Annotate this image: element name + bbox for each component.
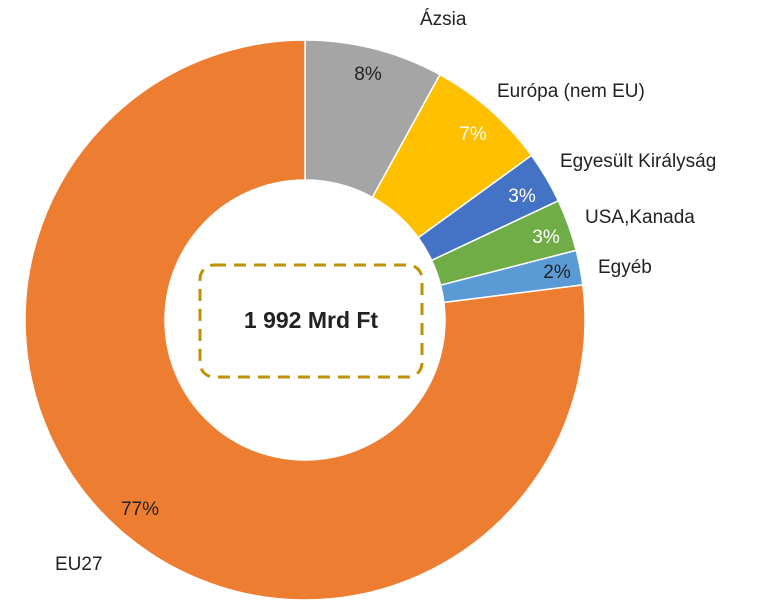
center-label: 1 992 Mrd Ft <box>244 307 379 333</box>
category-label: Egyesült Királyság <box>560 151 716 172</box>
category-label: EU27 <box>55 554 103 575</box>
category-label: Európa (nem EU) <box>497 81 645 102</box>
donut-slice <box>24 39 586 600</box>
value-label: 8% <box>354 64 382 85</box>
category-label: USA,Kanada <box>585 207 695 228</box>
value-label: 7% <box>459 124 487 145</box>
category-label: Egyéb <box>598 257 652 278</box>
value-label: 3% <box>508 186 536 207</box>
value-label: 2% <box>543 262 571 283</box>
value-label: 77% <box>121 499 159 520</box>
category-label: Ázsia <box>420 9 467 30</box>
value-label: 3% <box>532 227 560 248</box>
